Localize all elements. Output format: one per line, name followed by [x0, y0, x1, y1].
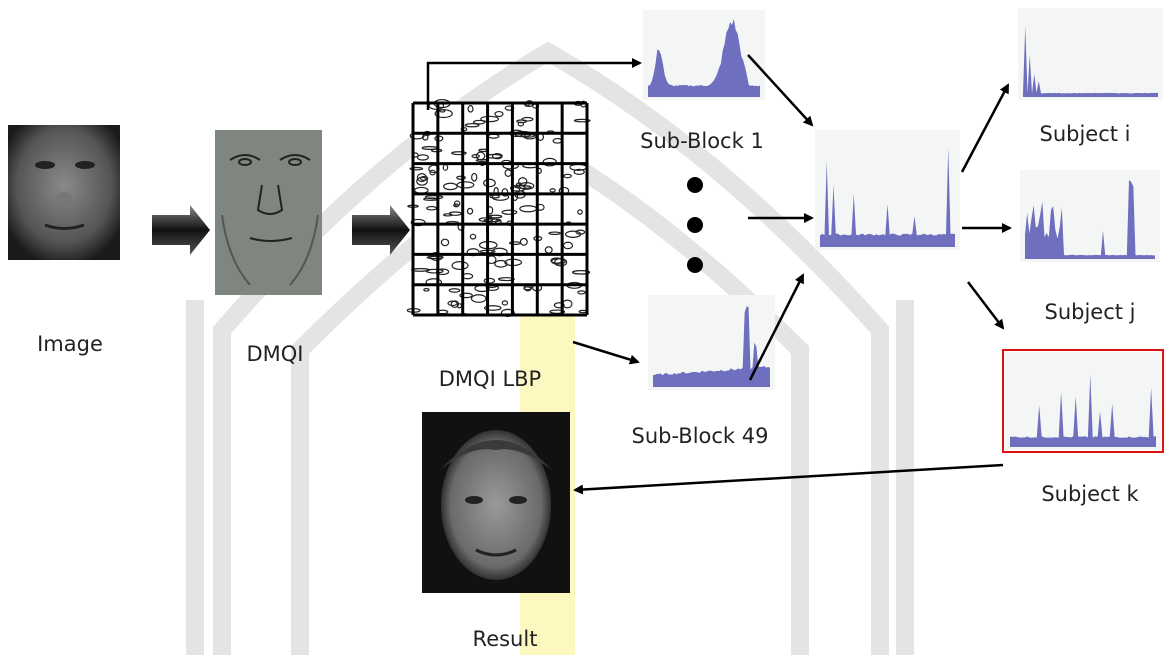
- node-label: Result: [473, 627, 538, 651]
- histogram: [648, 295, 775, 390]
- node-label: Subject j: [1044, 300, 1135, 324]
- histogram: [1020, 170, 1160, 262]
- node-label: Subject k: [1041, 482, 1139, 506]
- node-label: DMQI LBP: [439, 367, 541, 391]
- node-label: Image: [37, 332, 103, 356]
- node-label: Subject i: [1039, 122, 1130, 146]
- node-label: Sub-Block 1: [640, 129, 764, 153]
- histogram: [1005, 352, 1161, 450]
- node-label: Sub-Block 49: [632, 424, 769, 448]
- histogram: [643, 10, 765, 100]
- lbp-grid: [407, 100, 590, 317]
- histogram: [1018, 8, 1163, 100]
- ellipsis-dot: [687, 217, 703, 233]
- result-face: [422, 412, 570, 593]
- input-face: [8, 125, 120, 260]
- histogram: [815, 130, 960, 250]
- dmqi-face: [215, 130, 322, 295]
- block-arrow: [152, 205, 210, 255]
- diagram: Image DMQI DMQI LBP Sub-Block 1 Sub-Bloc…: [0, 0, 1166, 655]
- ellipsis-dot: [687, 257, 703, 273]
- ellipsis-dot: [687, 177, 703, 193]
- node-label: DMQI: [246, 342, 303, 366]
